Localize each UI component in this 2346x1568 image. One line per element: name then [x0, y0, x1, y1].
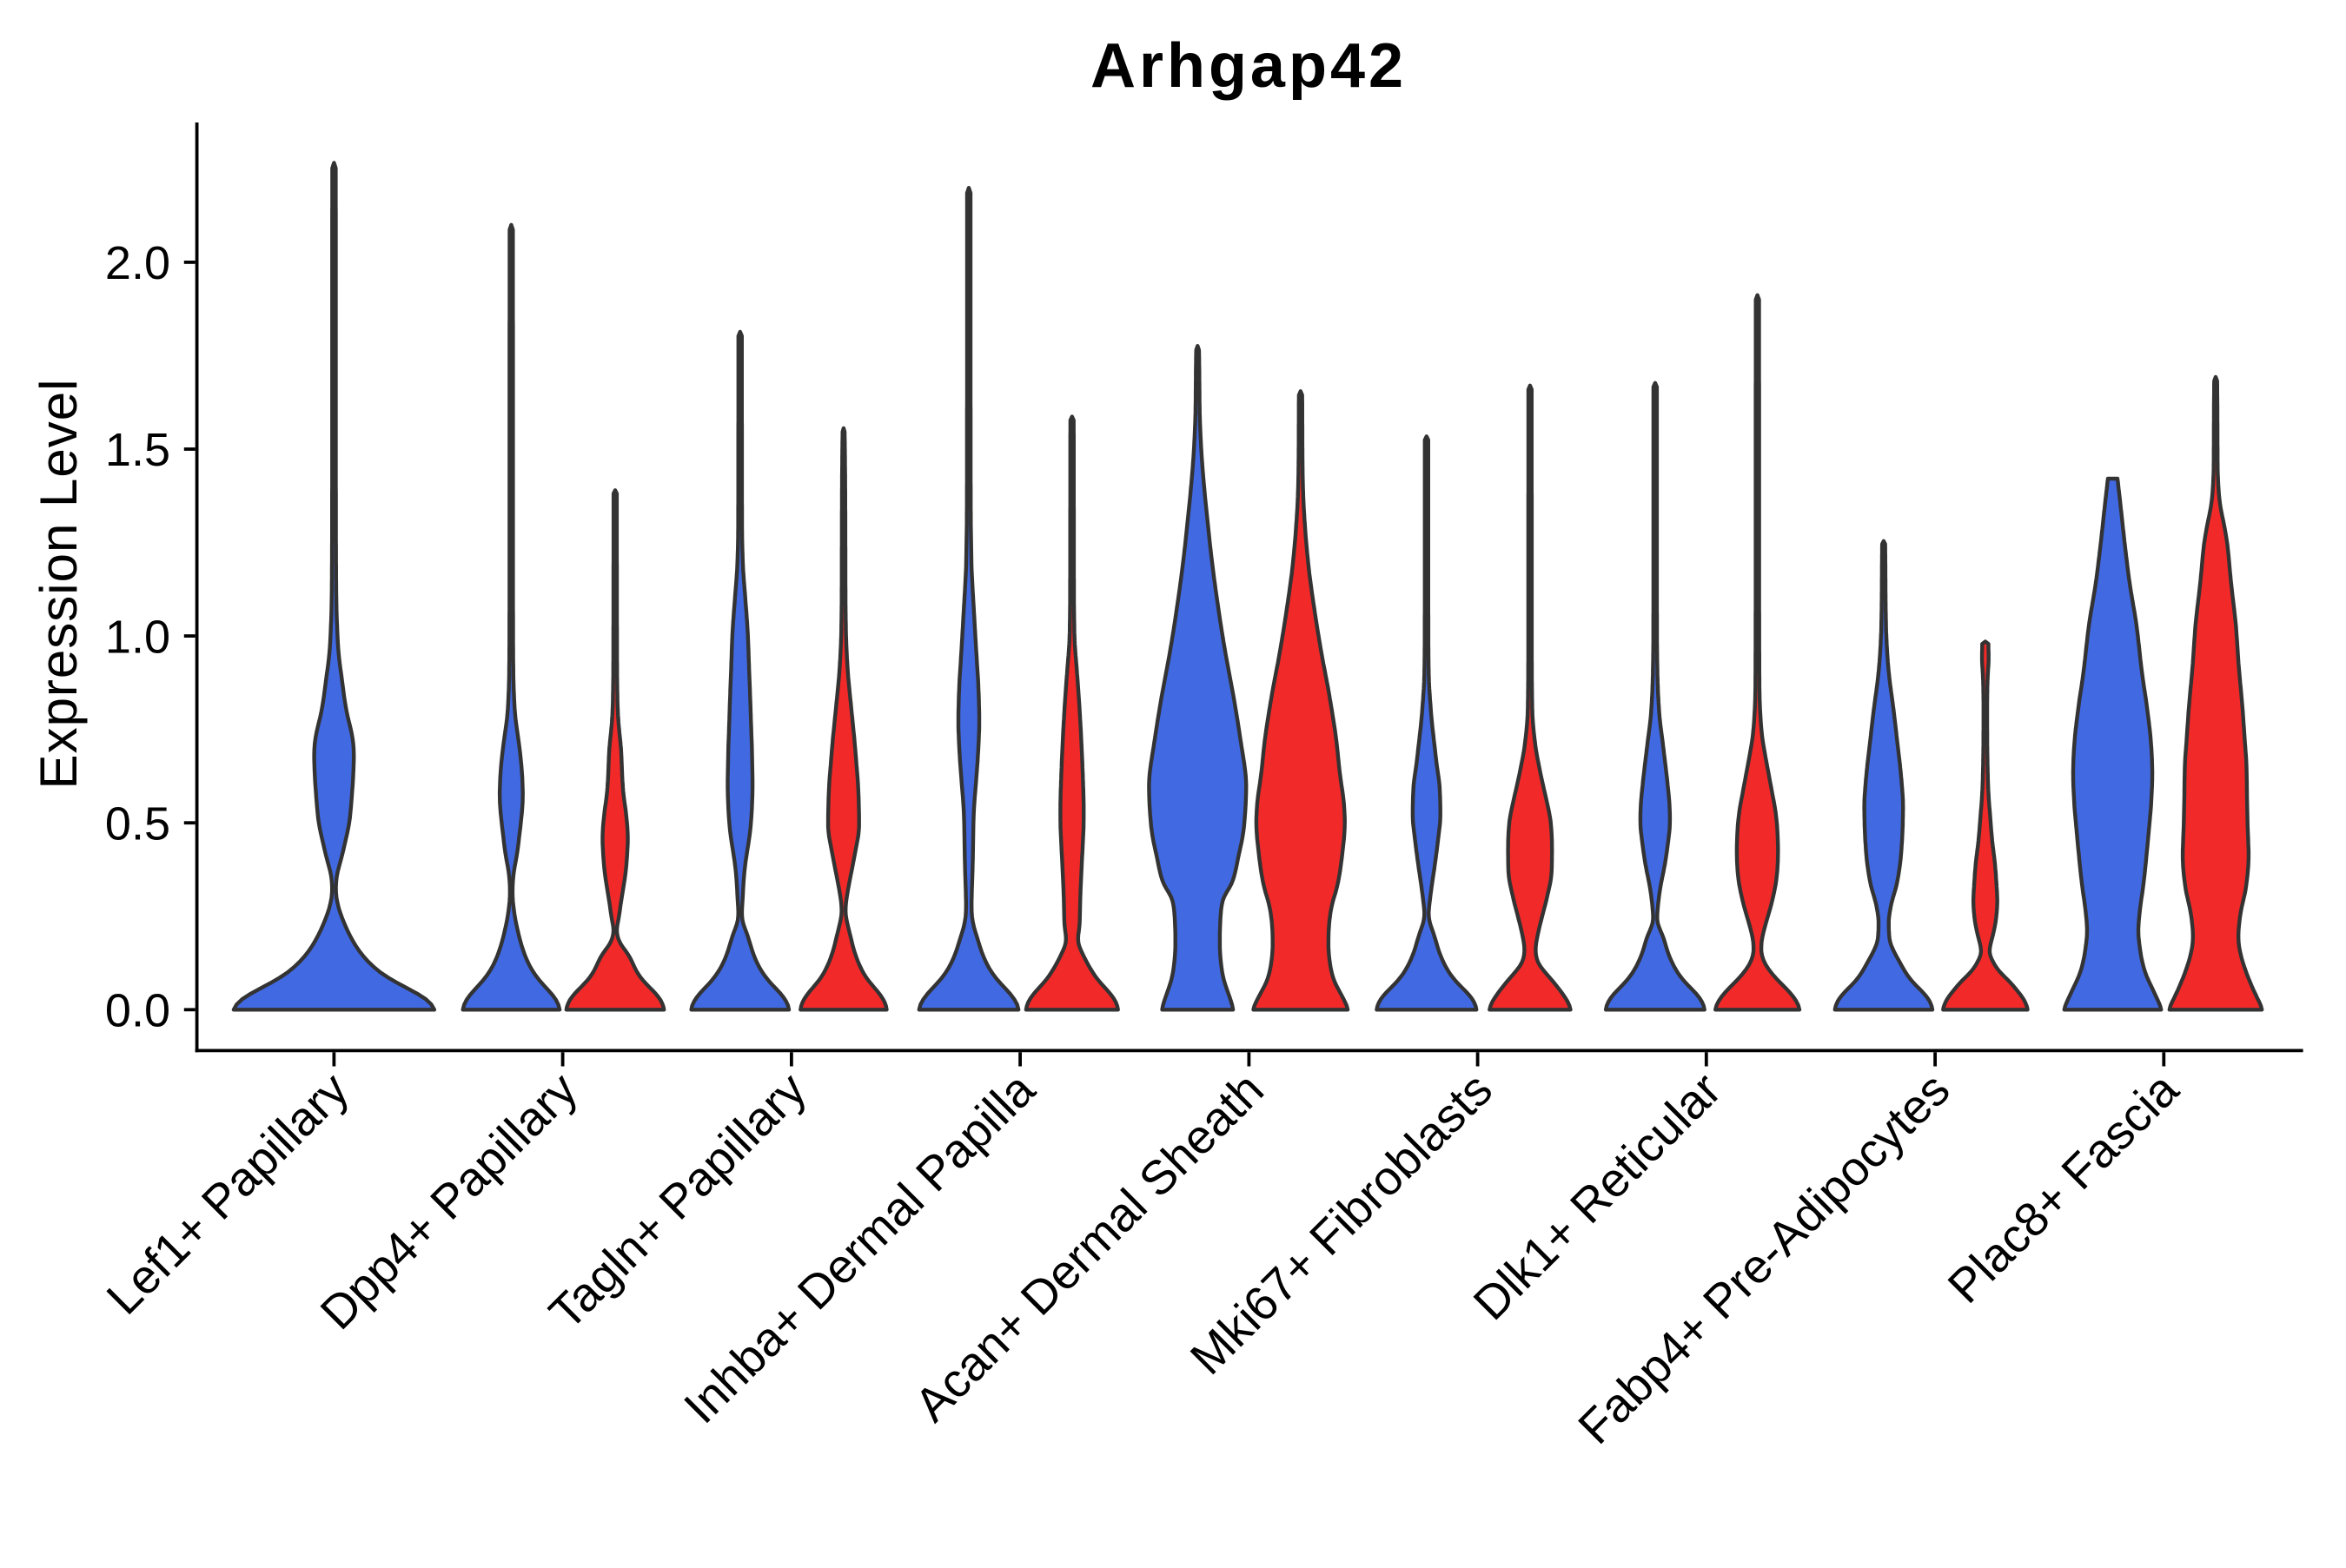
svg-text:1.5: 1.5: [105, 424, 170, 476]
svg-text:2.0: 2.0: [105, 237, 170, 289]
svg-text:0.5: 0.5: [105, 797, 170, 850]
svg-text:Arhgap42: Arhgap42: [1090, 31, 1407, 101]
svg-text:0.0: 0.0: [105, 985, 170, 1037]
svg-text:Expression Level: Expression Level: [30, 379, 88, 790]
svg-text:1.0: 1.0: [105, 611, 170, 663]
